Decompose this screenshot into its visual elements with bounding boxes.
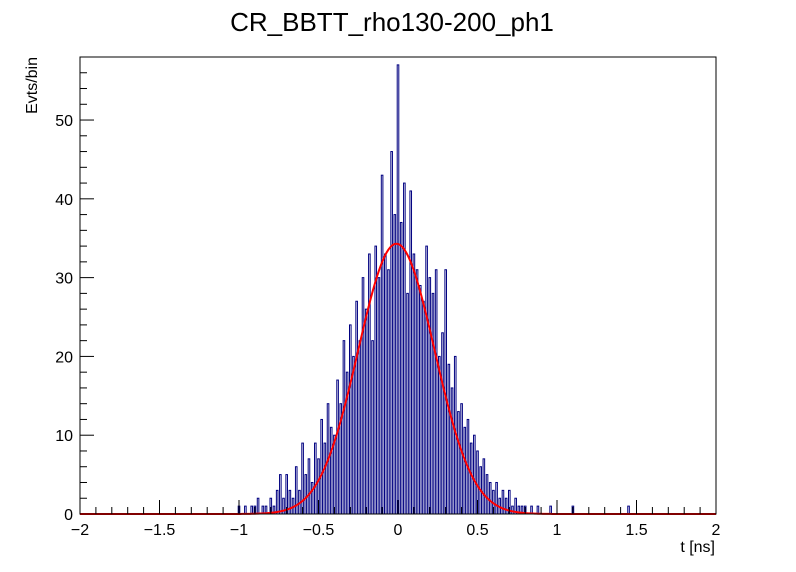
histogram-bin bbox=[495, 481, 498, 515]
histogram-bin bbox=[482, 458, 486, 515]
y-tick-label: 10 bbox=[55, 428, 73, 445]
histogram-bin bbox=[314, 442, 317, 515]
histogram-bin bbox=[627, 505, 630, 515]
y-tick-label: 40 bbox=[55, 192, 73, 209]
x-tick-label: −1.5 bbox=[144, 522, 176, 539]
histogram-bin bbox=[415, 269, 419, 515]
histogram-bin bbox=[399, 221, 403, 515]
histogram-bin bbox=[364, 308, 368, 515]
histogram-bin bbox=[403, 182, 406, 515]
histogram-bin bbox=[307, 458, 311, 515]
histogram-bin bbox=[504, 497, 508, 515]
y-axis-label: Evts/bin bbox=[24, 57, 41, 114]
histogram-bin bbox=[304, 474, 308, 515]
y-tick-label: 20 bbox=[55, 349, 73, 366]
histogram-bin bbox=[275, 489, 279, 515]
histogram-bin bbox=[279, 474, 282, 515]
histogram-bin bbox=[374, 245, 378, 515]
histogram-bin bbox=[460, 403, 463, 515]
x-axis-label: t [ns] bbox=[680, 539, 715, 556]
x-tick-label: 2 bbox=[712, 522, 721, 539]
fit-layer bbox=[80, 242, 716, 515]
histogram-bin bbox=[422, 300, 425, 515]
histogram-bin bbox=[380, 174, 384, 515]
histogram-bin bbox=[488, 481, 492, 515]
histogram-bin bbox=[355, 300, 358, 515]
histogram-bin bbox=[425, 245, 428, 515]
histogram-bin bbox=[244, 505, 247, 515]
histogram-bin bbox=[441, 332, 444, 515]
histogram-bin bbox=[361, 277, 365, 515]
histogram-bin bbox=[438, 355, 441, 515]
x-tick-label: 1 bbox=[553, 522, 562, 539]
histogram-bin bbox=[409, 190, 413, 515]
histogram-layer bbox=[237, 64, 630, 515]
histogram-bin bbox=[485, 474, 489, 515]
histogram-bin bbox=[323, 442, 327, 515]
y-tick-label: 50 bbox=[55, 113, 73, 130]
histogram-bin bbox=[457, 411, 460, 515]
histogram-bin bbox=[377, 277, 381, 515]
histogram-bin bbox=[450, 387, 454, 515]
histogram-bin bbox=[406, 292, 409, 515]
fit-curve bbox=[80, 242, 716, 515]
histogram-bin bbox=[387, 269, 390, 515]
x-tick-label: −2 bbox=[71, 522, 89, 539]
x-tick-label: −0.5 bbox=[303, 522, 335, 539]
histogram-bin bbox=[393, 214, 397, 515]
histogram-bin bbox=[431, 292, 435, 515]
x-tick-label: −1 bbox=[230, 522, 248, 539]
histogram-bin bbox=[473, 434, 476, 515]
histogram-bin bbox=[333, 434, 336, 515]
histogram-bin bbox=[428, 277, 432, 515]
histogram-bin bbox=[549, 505, 552, 515]
histogram-bin bbox=[418, 285, 422, 515]
histogram-bin bbox=[342, 340, 346, 515]
x-tick-label: 0.5 bbox=[466, 522, 488, 539]
histogram-bin bbox=[256, 497, 260, 515]
histogram-bin bbox=[447, 363, 451, 515]
histogram-bin bbox=[320, 418, 323, 515]
histogram-bin bbox=[294, 466, 298, 515]
histogram-bin bbox=[352, 355, 355, 515]
histogram-bin bbox=[511, 505, 514, 515]
x-tick-label: 1.5 bbox=[625, 522, 647, 539]
histogram-bin bbox=[383, 253, 387, 515]
histogram-bin bbox=[329, 426, 333, 515]
histogram-bin bbox=[288, 489, 292, 515]
histogram-bin bbox=[469, 442, 473, 515]
histogram-bin bbox=[336, 379, 339, 515]
histogram-bin bbox=[301, 442, 304, 515]
histogram-bin bbox=[310, 481, 314, 515]
histogram-bin bbox=[396, 64, 400, 515]
histogram-bin bbox=[390, 151, 393, 515]
plot-frame bbox=[79, 56, 717, 515]
y-tick-label: 0 bbox=[64, 507, 73, 524]
chart-title: CR_BBTT_rho130-200_ph1 bbox=[230, 7, 554, 37]
histogram-bin bbox=[434, 269, 438, 515]
histogram-bin bbox=[368, 253, 371, 515]
histogram-bin bbox=[501, 489, 505, 515]
histogram-bin bbox=[463, 426, 467, 515]
histogram-bin bbox=[358, 340, 362, 515]
y-tick-label: 30 bbox=[55, 271, 73, 288]
histogram-bin bbox=[412, 253, 416, 515]
x-tick-label: 0 bbox=[394, 522, 403, 539]
histogram-bin bbox=[371, 340, 374, 515]
histogram-bin bbox=[349, 324, 352, 515]
